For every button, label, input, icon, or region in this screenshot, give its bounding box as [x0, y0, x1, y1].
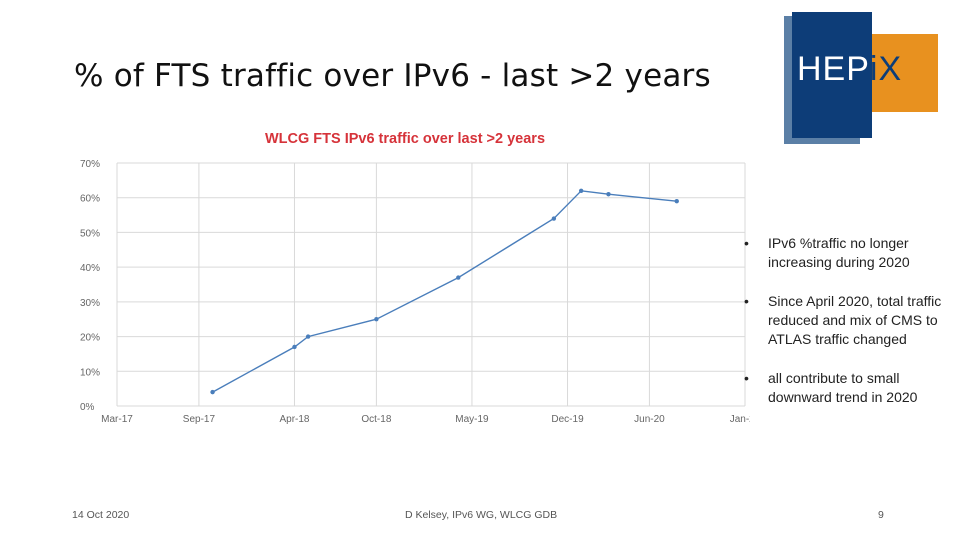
logo-blue-block	[792, 12, 872, 138]
bullet-item: IPv6 %traffic no longer increasing durin…	[742, 234, 954, 272]
data-point	[456, 275, 461, 280]
bullet-list: IPv6 %traffic no longer increasing durin…	[742, 234, 954, 427]
y-tick-label: 70%	[80, 159, 100, 170]
chart-plot: 0% 10% 20% 30% 40% 50% 60% 70% Mar-17 Sep-17 Apr-1…	[80, 159, 750, 425]
y-tick-label: 50%	[80, 228, 100, 239]
x-tick-label: Jun-20	[634, 414, 665, 425]
data-point	[292, 344, 297, 350]
data-point	[374, 317, 379, 322]
data-point	[210, 389, 215, 395]
y-tick-label: 20%	[80, 333, 100, 344]
slide-title: % of FTS traffic over IPv6 - last >2 yea…	[74, 58, 711, 94]
line-chart: WLCG FTS IPv6 traffic over last >2 years…	[60, 125, 750, 430]
x-tick-label: Dec-19	[551, 414, 584, 425]
data-point	[578, 188, 584, 193]
x-tick-label: Mar-17	[101, 414, 133, 425]
y-tick-label: 30%	[80, 298, 100, 309]
hepix-logo: HEPiX	[784, 12, 940, 144]
logo-text: HEPiX	[797, 50, 902, 89]
x-tick-label: May-19	[455, 414, 489, 425]
x-tick-label: Sep-17	[183, 414, 216, 425]
x-tick-label: Oct-18	[361, 414, 391, 425]
chart-title: WLCG FTS IPv6 traffic over last >2 years	[264, 131, 546, 147]
y-tick-label: 40%	[80, 263, 100, 274]
x-tick-label: Apr-18	[279, 414, 309, 425]
page-number: 9	[878, 509, 884, 521]
footer-author: D Kelsey, IPv6 WG, WLCG GDB	[405, 509, 558, 521]
bullet-item: all contribute to small downward trend i…	[742, 369, 954, 407]
series-line	[212, 190, 677, 393]
y-tick-label: 60%	[80, 194, 100, 205]
x-tick-label: Jan-21	[730, 414, 750, 425]
data-point	[305, 334, 311, 339]
y-tick-label: 10%	[80, 367, 100, 378]
bullet-item: Since April 2020, total traffic reduced …	[742, 292, 954, 349]
data-point	[606, 192, 611, 197]
logo-text-accent: iX	[869, 50, 903, 88]
logo-orange-block	[872, 34, 938, 112]
data-point	[551, 216, 557, 221]
y-tick-label: 0%	[80, 402, 95, 413]
logo-text-main: HEP	[797, 50, 870, 88]
data-point	[674, 198, 679, 204]
footer-date: 14 Oct 2020	[72, 509, 130, 521]
